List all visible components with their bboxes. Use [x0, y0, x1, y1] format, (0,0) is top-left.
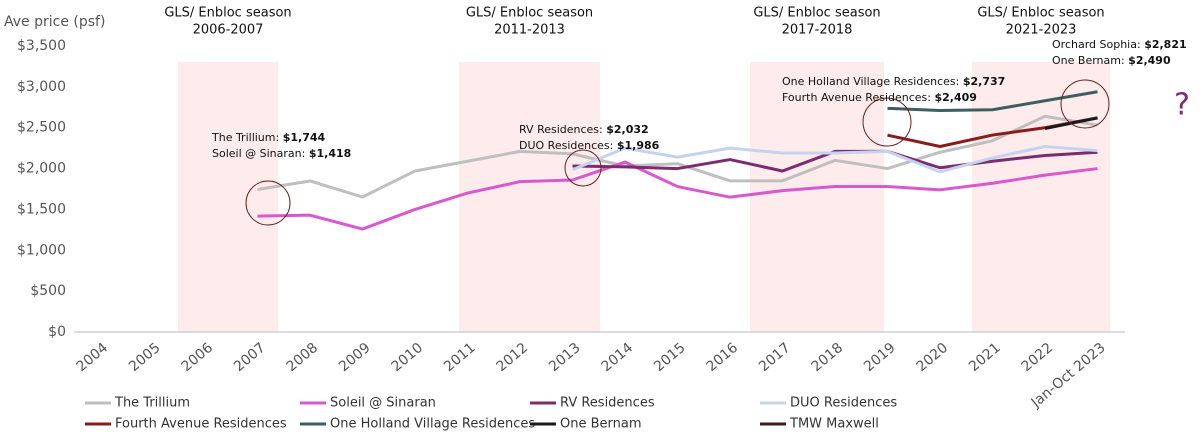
annotation: Soleil @ Sinaran: $1,418	[212, 147, 351, 160]
season-period: 2011-2013	[494, 23, 565, 38]
y-axis-label: Ave price (psf)	[4, 14, 105, 30]
x-tick-label: 2019	[861, 340, 899, 375]
y-tick-label: $2,500	[17, 120, 66, 136]
x-tick-label: 2009	[336, 340, 374, 375]
x-tick-label: 2018	[809, 340, 847, 375]
legend-label: Fourth Avenue Residences	[115, 417, 287, 432]
series-line	[257, 114, 1098, 199]
legend-label: One Holland Village Residences	[330, 417, 535, 432]
legend-label: The Trillium	[114, 396, 190, 411]
annotation-name: The Trillium:	[211, 131, 279, 144]
x-tick-label: 2014	[599, 340, 637, 375]
annotation-name: One Bernam:	[1052, 54, 1125, 67]
y-tick-label: $500	[30, 283, 66, 299]
season-band	[178, 62, 278, 332]
x-tick-label: 2017	[756, 340, 794, 375]
legend-label: DUO Residences	[790, 396, 897, 411]
season-label: GLS/ Enbloc season	[977, 6, 1104, 21]
annotation-value: $2,821	[1144, 38, 1186, 51]
annotation-value: $1,744	[283, 131, 326, 144]
x-tick-label: 2006	[179, 340, 217, 375]
annotation-value: $2,032	[606, 123, 648, 136]
series-line	[572, 149, 1098, 173]
annotation: RV Residences: $2,032	[519, 123, 649, 136]
annotation-value: $2,409	[934, 91, 976, 104]
season-period: 2006-2007	[193, 23, 264, 38]
annotation-name: Fourth Avenue Residences:	[782, 91, 931, 104]
annotation: Fourth Avenue Residences: $2,409	[782, 91, 977, 104]
season-period: 2017-2018	[782, 23, 853, 38]
x-tick-label: 2007	[231, 340, 269, 375]
annotation-name: Orchard Sophia:	[1052, 38, 1141, 51]
y-tick-label: $1,500	[17, 201, 66, 217]
annotation-name: RV Residences:	[519, 123, 603, 136]
highlight-circle	[564, 149, 602, 187]
season-band	[972, 62, 1110, 332]
annotation: One Bernam: $2,490	[1052, 54, 1171, 67]
season-band	[459, 62, 600, 332]
x-tick-label: 2010	[389, 340, 427, 375]
x-tick-label: 2016	[704, 340, 742, 375]
annotation: DUO Residences: $1,986	[519, 139, 660, 152]
season-period: 2021-2023	[1006, 23, 1077, 38]
legend-label: RV Residences	[560, 396, 655, 411]
annotation-value: $2,490	[1128, 54, 1171, 67]
annotation: The Trillium: $1,744	[211, 131, 325, 144]
legend-label: One Bernam	[560, 417, 642, 432]
season-label: GLS/ Enbloc season	[753, 6, 880, 21]
annotation-name: Soleil @ Sinaran:	[212, 147, 305, 160]
x-tick-label: 2004	[74, 340, 112, 375]
y-tick-label: $0	[48, 324, 66, 340]
highlight-circle	[245, 180, 291, 226]
season-label: GLS/ Enbloc season	[164, 6, 291, 21]
x-tick-label: 2022	[1019, 340, 1057, 375]
annotation-name: One Holland Village Residences:	[782, 75, 959, 88]
y-tick-label: $3,500	[17, 38, 66, 54]
series-line	[257, 160, 1098, 231]
annotation-value: $2,737	[963, 75, 1005, 88]
x-tick-label: 2011	[441, 340, 479, 375]
x-tick-label: 2020	[914, 340, 952, 375]
annotation-value: $1,418	[309, 147, 351, 160]
y-tick-label: $3,000	[17, 79, 66, 95]
annotation: Orchard Sophia: $2,821	[1052, 38, 1187, 51]
x-tick-label: 2012	[494, 340, 532, 375]
legend-label: TMW Maxwell	[789, 417, 879, 432]
legend-label: Soleil @ Sinaran	[330, 396, 436, 411]
annotation-value: $1,986	[617, 139, 660, 152]
series-line	[887, 90, 1098, 113]
highlight-circle	[862, 97, 912, 147]
x-tick-label: 2008	[284, 340, 322, 375]
annotation: One Holland Village Residences: $2,737	[782, 75, 1005, 88]
x-tick-label: 2021	[966, 340, 1004, 375]
question-mark: ?	[1174, 88, 1190, 123]
annotation-name: DUO Residences:	[519, 139, 613, 152]
y-tick-label: $2,000	[17, 161, 66, 177]
season-label: GLS/ Enbloc season	[466, 6, 593, 21]
x-tick-label: 2005	[126, 340, 164, 375]
y-tick-label: $1,000	[17, 242, 66, 258]
series-line	[571, 145, 1098, 174]
x-tick-label: 2015	[651, 340, 689, 375]
season-band	[750, 62, 884, 332]
highlight-circle	[1060, 79, 1110, 129]
x-tick-label: 2013	[546, 340, 584, 375]
